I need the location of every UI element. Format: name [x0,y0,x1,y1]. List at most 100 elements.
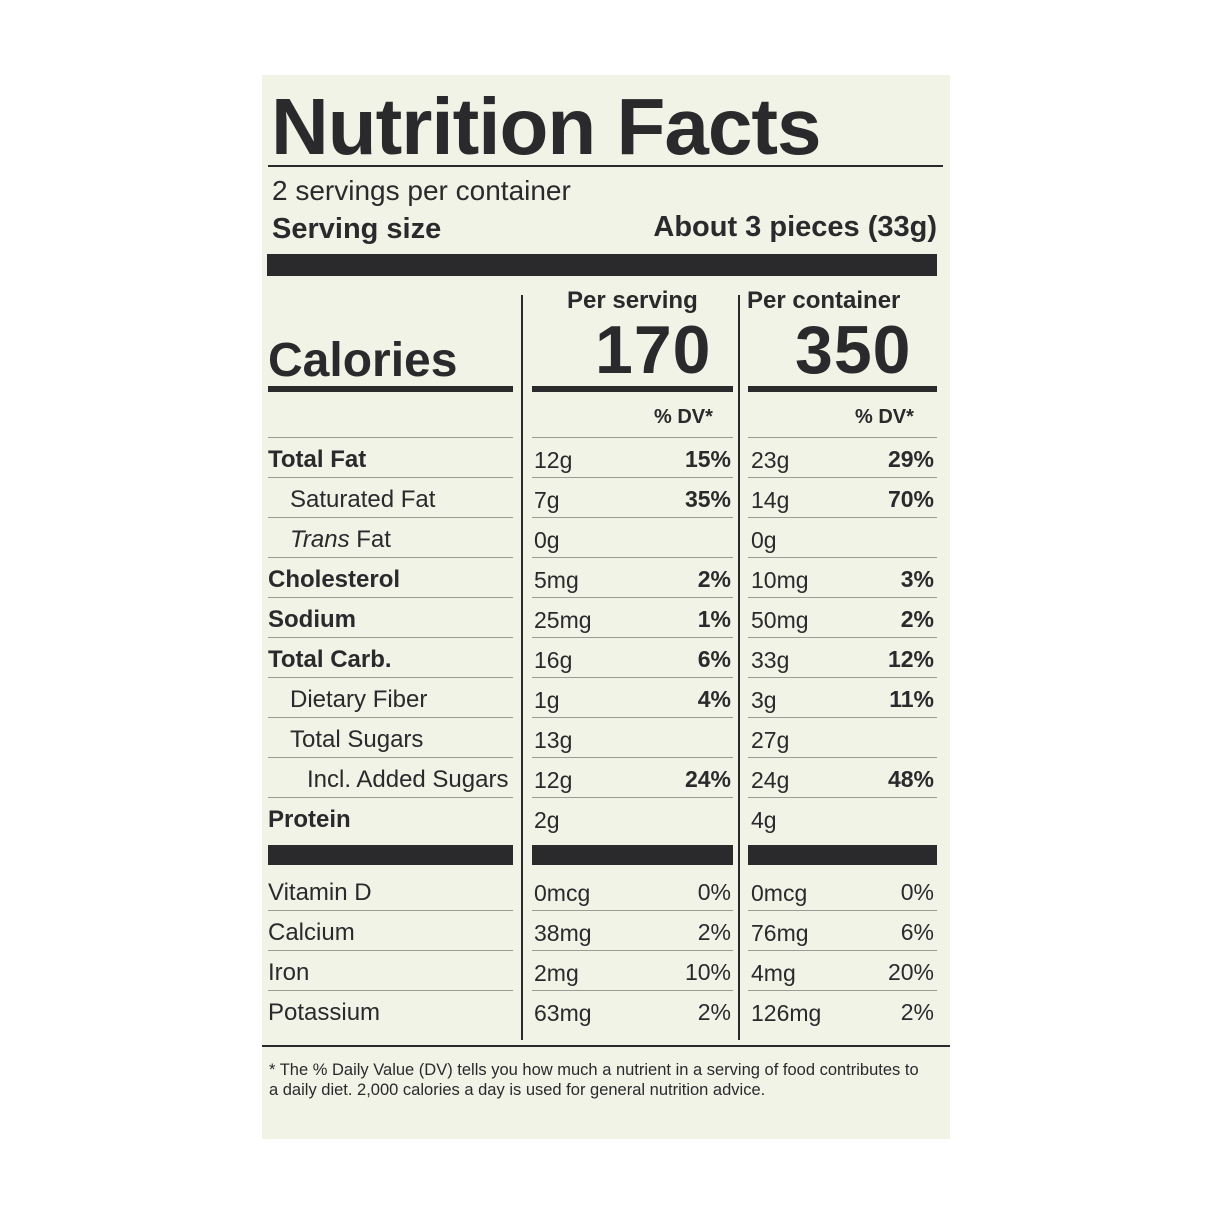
container-dv: 11% [889,686,934,712]
row-rule-container [748,717,937,718]
serving-amount: 12g [534,447,573,473]
row-rule-serving [532,597,733,598]
nutrient-label: Sodium [268,606,356,633]
row-rule-left [268,517,513,518]
serving-amount: 5mg [534,567,579,593]
column-divider-container [738,295,740,1040]
row-rule-serving [532,557,733,558]
nutrient-label: Saturated Fat [290,486,436,513]
row-rule-serving [532,517,733,518]
dv-header-container: % DV* [855,406,914,428]
thick-rule-top [267,254,937,276]
row-rule-left [268,597,513,598]
serving-dv: 4% [697,686,731,712]
serving-amount: 0g [534,527,560,553]
row-rule-serving [532,677,733,678]
row-rule-container [748,797,937,798]
nutrient-label: Total Carb. [268,646,392,673]
label-title: Nutrition Facts [271,82,821,171]
footnote: * The % Daily Value (DV) tells you how m… [269,1061,919,1099]
dv-rule-serving [532,437,733,438]
serving-dv: 24% [684,766,731,792]
container-dv: 20% [887,959,934,985]
per-serving-header: Per serving [567,287,698,314]
container-dv: 48% [887,766,934,792]
table-row: Incl. Added Sugars 12g 24% 24g 48% [262,758,950,798]
row-rule-serving [532,637,733,638]
table-row: Total Sugars 13g 27g [262,718,950,758]
table-row: Total Fat 12g 15% 23g 29% [262,438,950,478]
row-rule-serving [532,717,733,718]
container-amount: 76mg [751,920,809,946]
container-amount: 50mg [751,607,809,633]
nutrient-label: Total Fat [268,446,367,473]
calories-rule-container [748,386,937,392]
thick-rule-vitamins-serving [532,845,733,865]
container-dv: 2% [900,606,934,632]
row-rule-container [748,950,937,951]
serving-dv: 15% [684,446,731,472]
table-row: Calcium 38mg 2% 76mg 6% [262,911,950,951]
row-rule-serving [532,797,733,798]
row-rule-container [748,597,937,598]
table-row: Cholesterol 5mg 2% 10mg 3% [262,558,950,598]
nutrient-label-rest: Fat [349,526,391,553]
serving-amount: 63mg [534,1000,592,1026]
column-divider-serving [521,295,523,1040]
table-row: Dietary Fiber 1g 4% 3g 11% [262,678,950,718]
row-rule-container [748,517,937,518]
row-rule-left [268,477,513,478]
table-row: Sodium 25mg 1% 50mg 2% [262,598,950,638]
table-row: Trans Fat 0g 0g [262,518,950,558]
container-dv: 70% [887,486,934,512]
row-rule-container [748,757,937,758]
container-amount: 0g [751,527,777,553]
calories-per-container: 350 [795,312,912,388]
nutrient-label: Total Sugars [290,726,424,753]
container-dv: 0% [900,879,934,905]
row-rule-container [748,677,937,678]
row-rule-serving [532,757,733,758]
row-rule-serving [532,990,733,991]
container-dv: 29% [887,446,934,472]
table-row: Iron 2mg 10% 4mg 20% [262,951,950,991]
serving-amount: 1g [534,687,560,713]
nutrient-label: Dietary Fiber [290,686,428,713]
serving-amount: 16g [534,647,573,673]
serving-amount: 7g [534,487,560,513]
container-amount: 10mg [751,567,809,593]
serving-dv: 2% [697,919,731,945]
footnote-rule [262,1045,950,1047]
row-rule-container [748,637,937,638]
row-rule-container [748,990,937,991]
row-rule-left [268,990,513,991]
serving-amount: 38mg [534,920,592,946]
calories-rule-left [268,386,513,392]
dv-rule-container [748,437,937,438]
container-amount: 126mg [751,1000,822,1026]
dv-rule-left [268,437,513,438]
row-rule-left [268,797,513,798]
thick-rule-vitamins-left [268,845,513,865]
row-rule-left [268,950,513,951]
row-rule-left [268,557,513,558]
serving-size-label: Serving size [272,213,442,245]
serving-dv: 6% [697,646,731,672]
nutrition-facts-label: Nutrition Facts 2 servings per container… [262,75,950,1139]
container-amount: 27g [751,727,790,753]
container-dv: 2% [900,999,934,1025]
table-row: Saturated Fat 7g 35% 14g 70% [262,478,950,518]
servings-per-container: 2 servings per container [272,175,571,206]
serving-amount: 13g [534,727,573,753]
row-rule-left [268,757,513,758]
nutrient-label-italic: Trans [290,526,350,553]
nutrient-label: Cholesterol [268,566,401,593]
serving-amount: 2g [534,807,560,833]
container-amount: 14g [751,487,790,513]
calories-per-serving: 170 [595,312,712,388]
row-rule-container [748,557,937,558]
nutrient-label: Protein [268,806,351,833]
vitamin-label: Iron [268,959,310,986]
serving-amount: 25mg [534,607,592,633]
row-rule-container [748,477,937,478]
